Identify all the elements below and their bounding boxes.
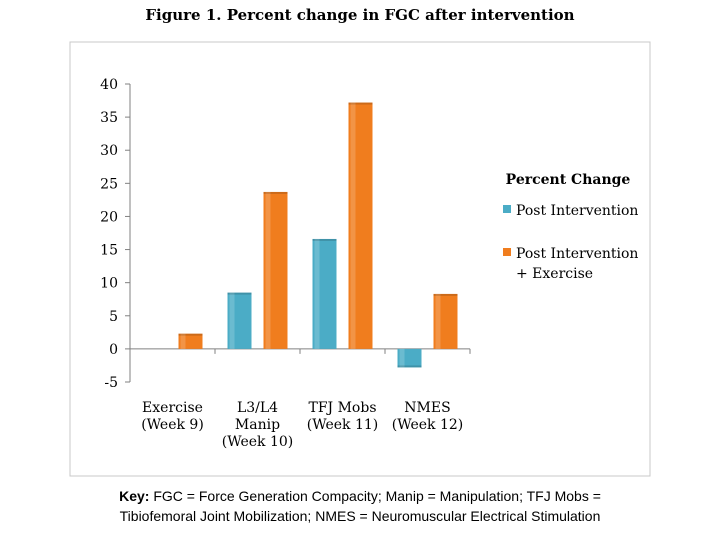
legend: Percent Change Post Intervention Post Inte… bbox=[503, 172, 638, 282]
bar bbox=[263, 191, 288, 349]
bar-series2-cat1 bbox=[178, 333, 203, 349]
bar-edge bbox=[433, 293, 458, 296]
bar-edge bbox=[312, 238, 337, 241]
bar-edge bbox=[348, 102, 373, 105]
bar-highlight bbox=[350, 102, 356, 349]
legend-label-series2: + Exercise bbox=[516, 266, 593, 282]
key-text-line1: FGC = Force Generation Compacity; Manip … bbox=[153, 488, 601, 504]
x-category-label: TFJ Mobs bbox=[308, 400, 376, 416]
bar-edge bbox=[227, 292, 252, 295]
bar-series1-cat4 bbox=[397, 348, 422, 368]
key-footnote: Key: FGC = Force Generation Compacity; M… bbox=[0, 486, 720, 526]
y-tick-label: 25 bbox=[100, 176, 118, 192]
x-category-label: (Week 10) bbox=[222, 434, 294, 450]
plot-area: -5 0 5 10 15 20 25 30 35 40 bbox=[100, 77, 471, 391]
bar-series2-cat2 bbox=[263, 191, 288, 349]
bar-edge bbox=[263, 191, 288, 194]
chart-title: Figure 1. Percent change in FGC after in… bbox=[145, 6, 574, 24]
x-category-label: (Week 12) bbox=[392, 417, 464, 433]
y-tick-label: 20 bbox=[100, 209, 118, 225]
bar-series1-cat2 bbox=[227, 292, 252, 349]
bar-highlight bbox=[435, 293, 441, 349]
x-category-label: Exercise bbox=[142, 400, 203, 416]
bar bbox=[227, 292, 252, 349]
bar bbox=[433, 293, 458, 349]
y-tick-label: 35 bbox=[100, 110, 118, 126]
x-category-label: (Week 9) bbox=[141, 417, 204, 433]
y-tick-label: 30 bbox=[100, 143, 118, 159]
legend-label-series1: Post Intervention bbox=[516, 203, 638, 219]
bar bbox=[397, 348, 422, 368]
bar-edge bbox=[397, 365, 422, 368]
bar-highlight bbox=[229, 292, 235, 349]
bar bbox=[348, 102, 373, 349]
bar-series2-cat4 bbox=[433, 293, 458, 349]
x-category-label: Manip bbox=[235, 417, 280, 433]
x-category-label: (Week 11) bbox=[307, 417, 379, 433]
y-tick-label: 10 bbox=[100, 276, 118, 292]
bar bbox=[178, 333, 203, 349]
y-tick-label: 0 bbox=[109, 342, 118, 358]
bar-highlight bbox=[314, 238, 320, 349]
bar-highlight bbox=[399, 348, 405, 368]
bar-edge bbox=[178, 333, 203, 336]
y-tick-label: -5 bbox=[104, 375, 118, 391]
legend-swatch-series1 bbox=[503, 205, 511, 213]
y-tick-label: 15 bbox=[100, 243, 118, 259]
key-label: Key: bbox=[119, 488, 150, 504]
legend-title: Percent Change bbox=[506, 172, 631, 188]
legend-swatch-series2 bbox=[503, 248, 511, 256]
bar-series2-cat3 bbox=[348, 102, 373, 349]
y-tick-label: 40 bbox=[100, 77, 118, 93]
chart-frame bbox=[69, 41, 651, 477]
bar-highlight bbox=[180, 333, 186, 349]
x-category-label: NMES bbox=[404, 400, 450, 416]
legend-label-series2: Post Intervention bbox=[516, 246, 638, 262]
bar-highlight bbox=[265, 191, 271, 349]
x-category-label: L3/L4 bbox=[237, 400, 278, 416]
bar bbox=[312, 238, 337, 349]
bar-series1-cat3 bbox=[312, 238, 337, 349]
bar-chart: Figure 1. Percent change in FGC after in… bbox=[69, 6, 651, 477]
key-text-line2: Tibiofemoral Joint Mobilization; NMES = … bbox=[119, 508, 601, 524]
y-tick-label: 5 bbox=[109, 309, 118, 325]
